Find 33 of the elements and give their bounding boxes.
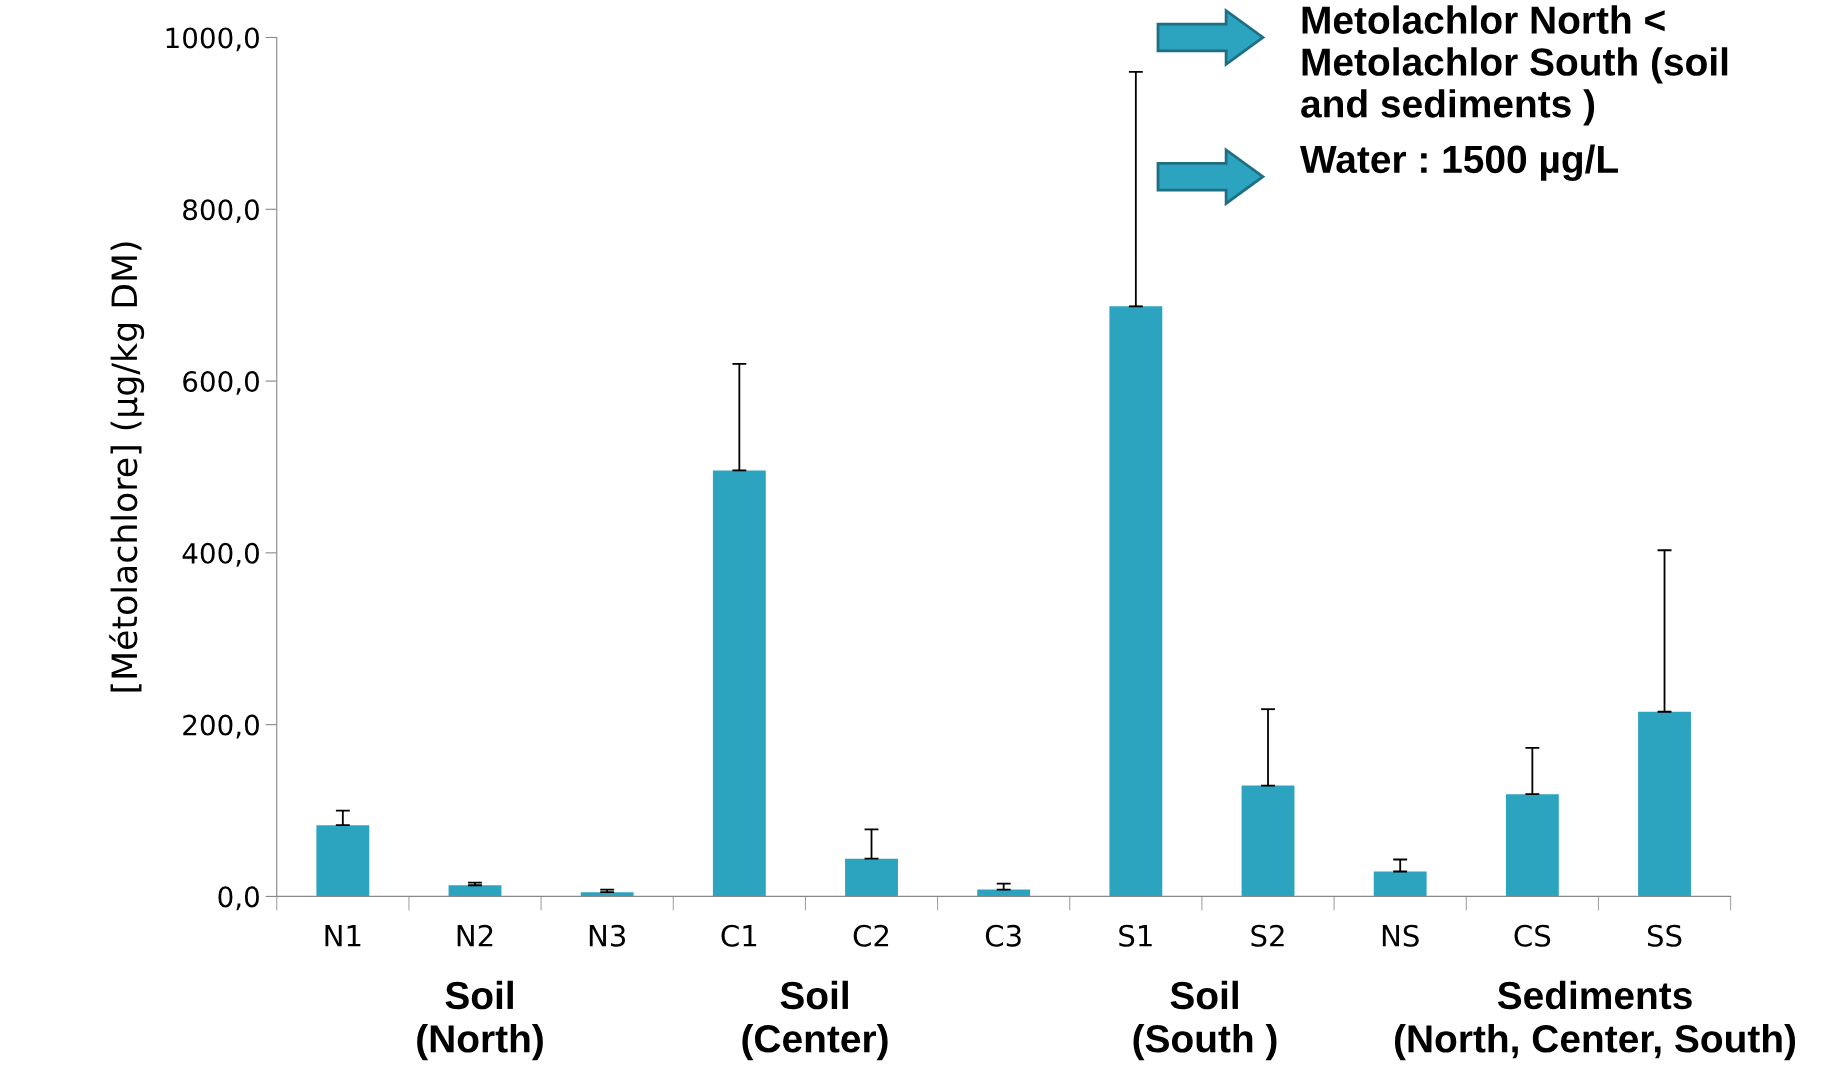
y-tick-label: 0,0: [218, 886, 259, 911]
x-tick-label: S1: [1119, 924, 1152, 947]
annotation: Water : 1500 µg/L: [1300, 144, 1618, 182]
x-tick-label: S2: [1251, 924, 1284, 947]
x-tick-label: C2: [853, 924, 889, 947]
bar: [1638, 711, 1691, 897]
y-tick-label: 400,0: [182, 542, 259, 567]
bar: [448, 885, 502, 897]
y-tick-label: 200,0: [183, 714, 259, 739]
y-axis-title: [Métolachlore] (µg/kg DM): [109, 242, 145, 692]
text: Sediments (North, Center, South): [1394, 980, 1796, 1061]
x-tick-label: NS: [1382, 924, 1419, 947]
bar: [316, 825, 370, 897]
annotation: Metolachlor North < Metolachlor South (soil and sediments ): [1301, 5, 1728, 126]
bar: [1241, 785, 1295, 897]
bar: [1505, 794, 1559, 897]
bar: [1109, 306, 1163, 897]
x-tick-label: N1: [325, 925, 361, 947]
y-tick-label: 800,0: [183, 199, 259, 224]
bar: [1373, 871, 1427, 897]
x-tick-label: C1: [721, 924, 757, 947]
y-tick-label: 600,0: [183, 371, 259, 395]
text: Soil (North): [417, 980, 543, 1061]
x-tick-label: C3: [985, 924, 1021, 947]
x-tick-label: SS: [1647, 924, 1682, 947]
x-tick-label: N2: [457, 924, 493, 947]
bar: [712, 470, 766, 897]
x-tick-label: CS: [1514, 924, 1551, 947]
text: Soil (South ): [1133, 980, 1277, 1061]
x-tick-label: N3: [589, 924, 626, 947]
y-tick-label: 1000,0: [166, 27, 259, 52]
text: Soil (Center): [742, 980, 888, 1061]
bar: [845, 858, 898, 897]
